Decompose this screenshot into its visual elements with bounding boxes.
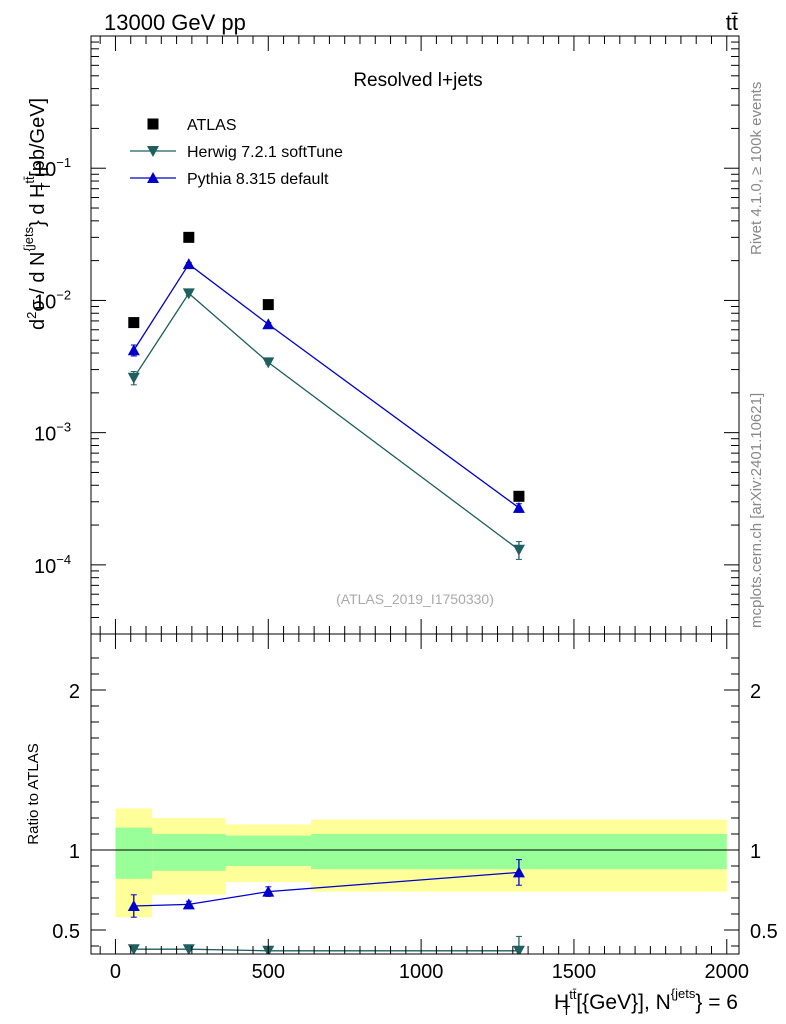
ratio-y-label: Ratio to ATLAS (25, 743, 42, 844)
inner-band (115, 827, 153, 879)
series-line (133, 263, 520, 509)
main-panel: 10−1 10−2 10−3 10−4 Resolved l+jets (ATLAS_… (21, 35, 740, 635)
data-point (513, 490, 525, 502)
reference-label: (ATLAS_2019_I1750330) (336, 591, 494, 607)
data-point (182, 288, 195, 300)
y-tick-label: 10−4 (34, 552, 71, 578)
ratio-y-tick-label: 0.5 (52, 921, 80, 943)
main-data-layer (127, 231, 525, 560)
energy-label: 13000 GeV pp (104, 10, 246, 35)
legend-label: Herwig 7.2.1 softTune (187, 144, 343, 161)
data-point (512, 544, 525, 556)
ratio-y-tick-label: 2 (69, 681, 80, 703)
data-point (262, 357, 275, 369)
legend: ATLAS Herwig 7.2.1 softTune Pythia 8.315 d… (130, 117, 343, 188)
ratio-y-tick-label-right: 0.5 (750, 921, 778, 943)
series-line (133, 292, 520, 551)
x-tick-label: 1500 (552, 961, 597, 983)
ratio-axes: 0.5 0.5 1 1 2 2 0 500 1000 1500 2000 (52, 634, 778, 983)
ratio-panel: 0.5 0.5 1 1 2 2 0 500 1000 1500 2000 Ratio to ATLA… (25, 633, 778, 1018)
main-axes: 10−1 10−2 10−3 10−4 (34, 36, 739, 635)
ratio-y-tick-label: 1 (69, 841, 80, 863)
x-tick-label: 2000 (705, 961, 750, 983)
y-tick-label: 10−2 (34, 287, 71, 313)
data-point (128, 317, 140, 329)
x-axis-label: Htt̄ T [{GeV}], N{jets} = 6 (554, 986, 738, 1018)
ratio-series-line (133, 871, 519, 907)
ratio-point (127, 900, 140, 911)
rivet-label: Rivet 4.1.0, ≥ 100k events (748, 82, 765, 255)
main-y-label: d2σ / d N{jets} d Htt̄T [pb/GeV] (21, 98, 53, 330)
mcplots-label: mcplots.cern.ch [arXiv:2401.10621] (748, 393, 765, 628)
data-point (182, 258, 195, 270)
y-tick-label: 10−3 (34, 420, 71, 446)
ratio-point (512, 866, 525, 878)
ratio-point (262, 885, 275, 897)
data-point (262, 318, 275, 330)
legend-marker (147, 172, 159, 183)
legend-marker (147, 146, 159, 157)
main-title: Resolved l+jets (353, 70, 482, 91)
legend-label: Pythia 8.315 default (187, 171, 329, 188)
inner-band (152, 834, 226, 871)
ratio-series-group (127, 859, 525, 954)
x-tick-label: 500 (252, 961, 285, 983)
ratio-bands (91, 808, 739, 918)
ratio-point (512, 945, 525, 954)
data-point (127, 344, 140, 356)
ratio-y-tick-label-right: 1 (750, 841, 761, 863)
y-tick-label: 10−1 (34, 155, 71, 181)
data-point (262, 299, 274, 311)
ratio-point (182, 898, 195, 910)
process-label: tt̄ (726, 10, 738, 35)
x-tick-label: 1000 (399, 961, 444, 983)
ratio-data-layer (127, 859, 525, 954)
data-point (127, 372, 140, 384)
ratio-y-tick-label-right: 2 (750, 681, 761, 703)
legend-label: ATLAS (187, 117, 237, 134)
inner-band (225, 835, 312, 866)
data-point (512, 501, 525, 513)
data-point (183, 231, 195, 243)
legend-marker (147, 118, 159, 130)
ratio-frame (90, 633, 740, 955)
x-tick-label: 0 (110, 961, 121, 983)
